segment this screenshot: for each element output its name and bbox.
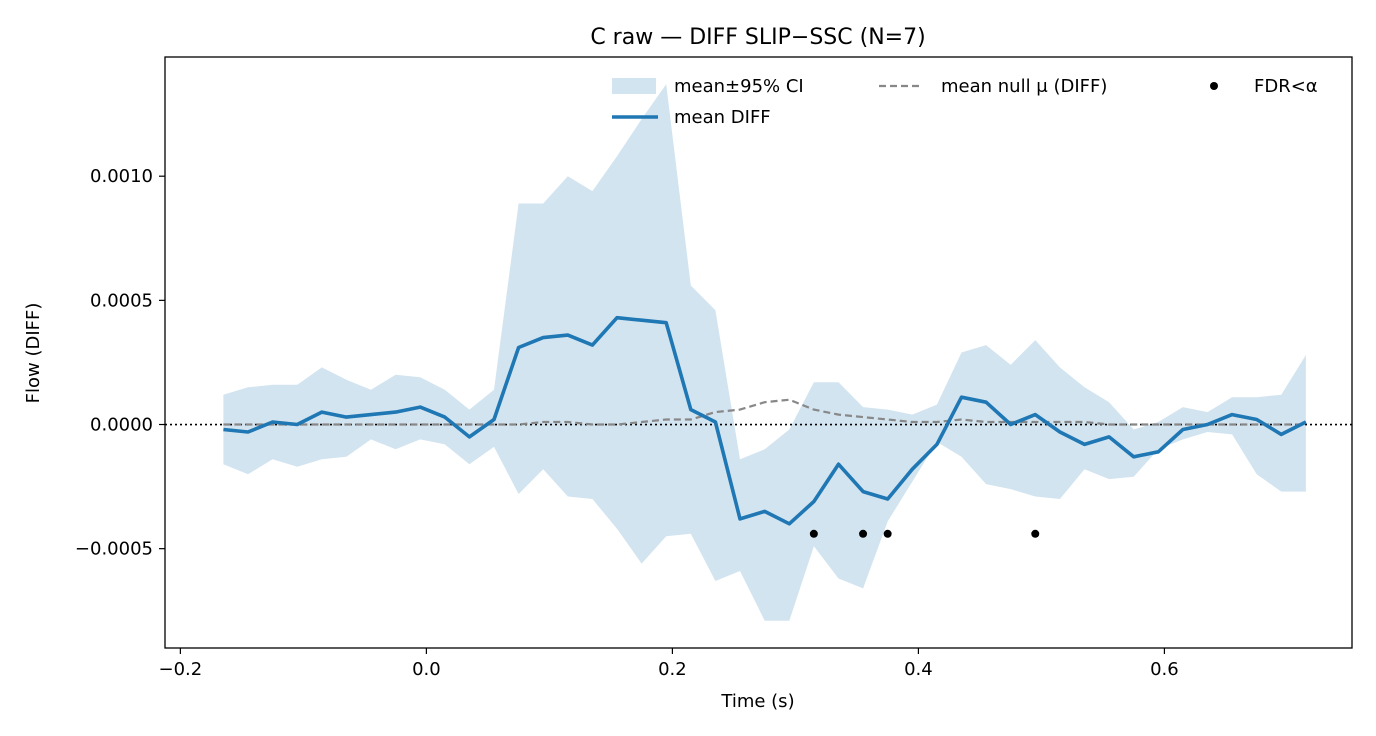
null-mean-line [223,398,1306,426]
x-tick-label: −0.2 [159,659,203,680]
legend-label: mean null μ (DIFF) [941,76,1107,97]
mean-diff-line [223,315,1307,526]
y-tick-label: 0.0010 [90,166,153,187]
x-ticks: −0.2 0.0 0.2 0.4 0.6 [159,648,1179,680]
legend-ci-swatch [612,78,656,94]
fdr-marker [859,529,868,538]
legend-label: mean DIFF [674,107,771,128]
legend-label: FDR<α [1254,76,1318,97]
x-tick-label: 0.2 [658,659,687,680]
x-tick-label: 0.0 [412,659,441,680]
y-axis-label: Flow (DIFF) [23,303,44,404]
axes-frame [164,56,1353,649]
x-tick-label: 0.6 [1150,659,1179,680]
y-tick-label: −0.0005 [75,539,153,560]
x-axis-label: Time (s) [720,691,794,712]
legend-fdr-swatch [1210,82,1218,90]
ci-band-layer [223,84,1306,621]
y-ticks: −0.0005 0.0000 0.0005 0.0010 [75,166,165,560]
legend: mean±95% CI mean DIFF mean null μ (DIFF) FD… [612,76,1318,128]
mean-line-layer [223,315,1307,526]
chart-title: C raw — DIFF SLIP−SSC (N=7) [590,25,925,50]
null-line-layer [223,398,1306,426]
y-tick-label: 0.0005 [90,290,153,311]
plot-area [165,84,1352,621]
legend-label: mean±95% CI [674,76,804,97]
fdr-marker [809,529,818,538]
x-tick-label: 0.4 [904,659,933,680]
ci-band [223,84,1306,621]
fdr-marker [883,529,892,538]
y-tick-label: 0.0000 [90,415,153,436]
fdr-marker-layer [809,529,1040,538]
fdr-marker [1031,529,1040,538]
